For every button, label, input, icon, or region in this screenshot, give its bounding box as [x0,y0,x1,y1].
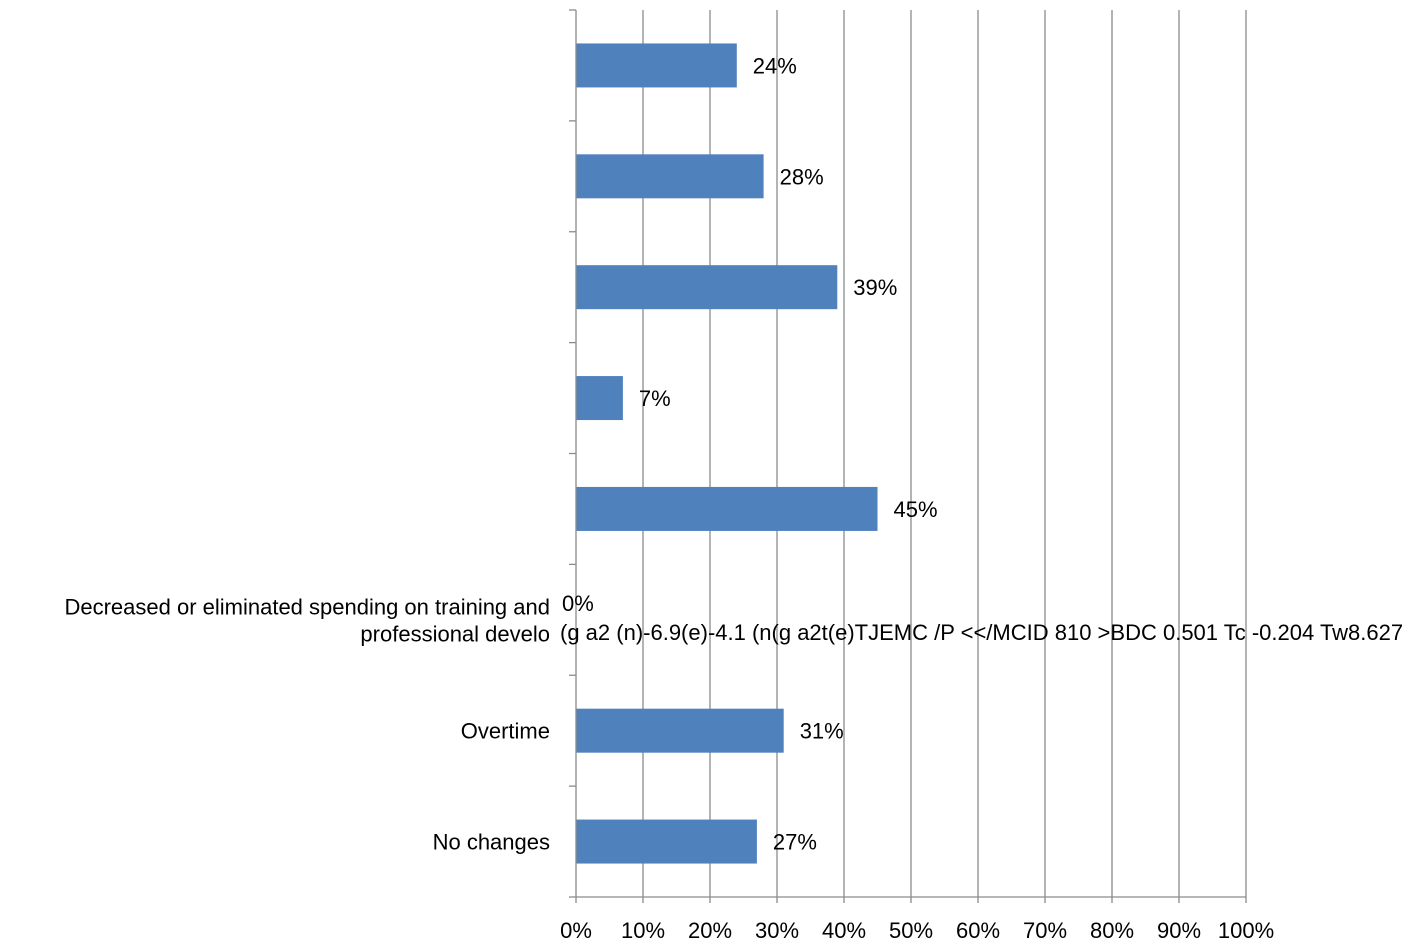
x-tick-label: 70% [1023,918,1067,943]
x-tick-label: 100% [1218,918,1274,943]
overlay-text: (g a2 (n)-6.9(e)-4.1 (n(g a2t(e)TJEMC /P… [560,620,1402,645]
x-tick-label: 50% [889,918,933,943]
data-label: 24% [753,53,797,78]
bar [576,486,878,531]
x-tick-label: 80% [1090,918,1134,943]
category-label: Decreased or eliminated spending on trai… [64,594,550,619]
category-label: Overtime [461,719,550,744]
axes [569,9,1247,903]
x-tick-label: 20% [688,918,732,943]
x-tick-label: 90% [1157,918,1201,943]
data-label: 7% [639,386,671,411]
x-tick-label: 40% [822,918,866,943]
bar [576,154,764,199]
bar [576,43,737,88]
data-label: 31% [800,719,844,744]
x-tick-label: 30% [755,918,799,943]
bar [576,819,757,864]
data-label: 28% [780,164,824,189]
gridlines [642,10,1247,897]
x-tick-labels: 0% 10% 20% 30% 40% 50% 60% 70% 80% 90% 100% [560,918,1274,943]
bar [576,376,623,421]
bar [576,265,838,310]
data-label: 45% [894,497,938,522]
x-tick-label: 60% [956,918,1000,943]
bar [576,708,784,753]
data-labels: 24% 28% 39% 7% 45% 0% 31% 27% [562,53,938,854]
bars [576,43,878,864]
data-label: 0% [562,591,594,616]
category-labels: Decreased or eliminated spending on trai… [64,594,550,854]
data-label: 27% [773,830,817,855]
category-label: professional develo [360,621,550,646]
data-label: 39% [853,275,897,300]
x-tick-label: 0% [560,918,592,943]
x-tick-label: 10% [621,918,665,943]
category-label: No changes [433,830,550,855]
